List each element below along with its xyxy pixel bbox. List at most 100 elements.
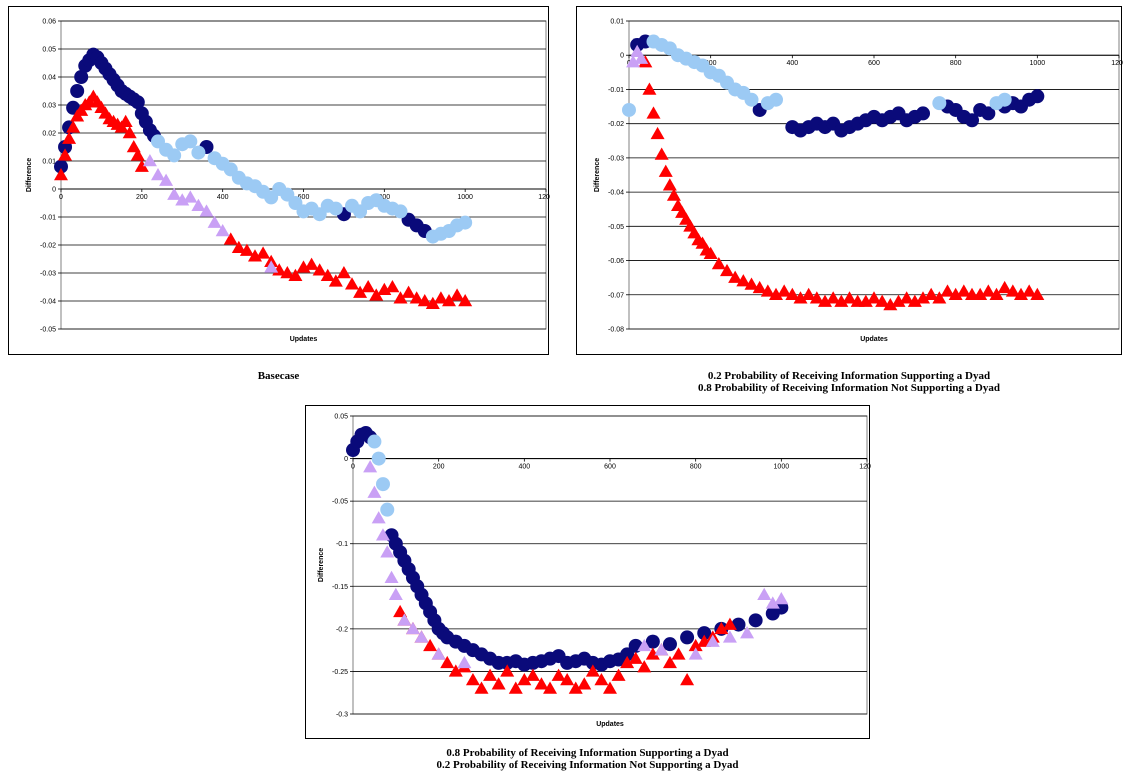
data-point [645,634,660,649]
data-point [981,284,996,297]
x-tick-label: 0 [351,464,355,471]
data-point [645,647,660,660]
data-point [508,681,523,694]
data-point [126,140,141,153]
chart-panel-high-support: -0.3 -0.25 -0.2 -0.15 -0.1 -0.05 0 0.05 0 200 400 6… [305,405,871,739]
data-point [752,280,767,294]
x-axis-label: Updates [290,336,318,343]
data-point [997,92,1012,107]
data-point [620,655,635,669]
data-point [431,647,446,660]
chart-svg: -0.05 -0.04 -0.03 -0.02 -0.01 0 0.01 0.02 0.03 0.… [26,19,550,344]
data-point [380,545,395,558]
data-point [423,638,438,652]
data-point [622,102,636,117]
data-point [611,668,626,681]
data-point [711,256,726,270]
y-tick-label: -0.01 [40,215,56,222]
data-point [353,285,368,298]
y-tick-label: -0.3 [336,712,348,719]
y-tick-label: 0.05 [334,414,348,421]
data-point [130,95,145,110]
y-tick-label: -0.03 [608,155,624,162]
data-point [720,263,734,277]
data-point [384,570,399,584]
data-point [517,672,532,686]
data-point [924,287,939,301]
data-point [867,291,881,304]
data-point [433,291,448,304]
x-tick-label: 200 [136,194,148,201]
data-point [474,681,489,694]
plot-area [60,20,547,330]
data-point [744,92,759,107]
y-tick-label: 0.02 [42,131,56,138]
data-point [465,672,480,686]
data-point [981,106,996,121]
data-point [785,287,800,301]
data-point [748,613,763,628]
data-point [916,291,930,304]
data-point [239,243,254,256]
data-point [74,70,89,84]
data-point [543,681,558,694]
data-point [199,204,214,217]
data-point [637,638,652,652]
y-tick-label: -0.06 [608,258,624,265]
data-point [393,291,408,304]
y-tick-label: -0.04 [40,299,56,306]
data-point [264,260,279,273]
data-point [130,148,145,161]
chart-caption-line: 0.2 Probability of Receiving Information… [707,370,991,382]
data-point [491,677,506,690]
chart-caption-line: 0.8 Probability of Receiving Information… [697,382,1000,394]
y-tick-label: -0.03 [40,271,56,278]
data-point [457,655,472,669]
data-point [70,84,85,98]
data-point [361,280,376,293]
data-point [142,154,157,167]
data-point [703,246,718,259]
data-point [973,287,988,301]
data-point [826,291,841,304]
data-point [425,296,440,310]
data-point [450,288,465,301]
data-point [654,643,669,656]
data-point [328,274,343,287]
data-point [409,291,424,304]
data-point [414,630,429,643]
data-point [932,96,947,111]
data-point [666,188,681,201]
data-point [534,677,549,690]
x-tick-label: 1000 [457,194,473,201]
data-point [714,621,729,635]
chart-caption: 0.2 Probability of Receiving Information… [576,370,1122,394]
data-point [577,677,592,690]
data-point [388,587,403,601]
x-tick-label: 400 [518,464,530,471]
data-point [680,630,695,645]
data-point [585,664,600,677]
x-axis-label: Updates [860,336,888,343]
y-tick-label: -0.1 [336,541,348,548]
data-point [875,294,890,307]
y-tick-label: -0.25 [332,669,348,676]
data-point [1014,287,1028,301]
data-point [458,294,473,307]
data-point [769,92,783,107]
data-point [336,266,351,279]
data-point [401,285,416,298]
data-point [215,224,230,237]
data-point [393,204,408,219]
chart-panel-basecase: -0.05 -0.04 -0.03 -0.02 -0.01 0 0.01 0.02 0.03 0.… [8,6,550,355]
data-point [54,168,68,181]
data-point [883,298,898,311]
x-tick-label: 800 [378,194,390,201]
data-point [907,294,922,307]
data-point [818,294,832,307]
data-point [793,291,808,304]
data-point [1030,89,1045,104]
data-point [375,477,390,492]
data-point [122,126,137,139]
data-point [320,268,335,282]
